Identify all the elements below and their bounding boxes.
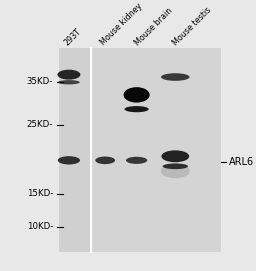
Ellipse shape — [161, 73, 189, 81]
Text: 293T: 293T — [62, 27, 83, 47]
Ellipse shape — [163, 163, 188, 169]
Ellipse shape — [124, 87, 150, 103]
Text: 10KD-: 10KD- — [27, 222, 53, 231]
Text: 35KD-: 35KD- — [27, 77, 53, 86]
Text: Mouse kidney: Mouse kidney — [99, 2, 144, 47]
Text: ARL6: ARL6 — [229, 157, 254, 166]
Ellipse shape — [58, 80, 80, 84]
Ellipse shape — [57, 70, 80, 80]
Ellipse shape — [161, 150, 189, 162]
Text: Mouse testis: Mouse testis — [171, 5, 213, 47]
Text: 25KD-: 25KD- — [27, 120, 53, 129]
Text: 15KD-: 15KD- — [27, 189, 53, 198]
Text: Mouse brain: Mouse brain — [133, 6, 174, 47]
Ellipse shape — [124, 106, 149, 112]
Bar — [59, 49, 91, 252]
Ellipse shape — [95, 157, 115, 164]
Ellipse shape — [126, 157, 147, 164]
Ellipse shape — [161, 164, 190, 178]
Bar — [91, 49, 221, 252]
Ellipse shape — [58, 156, 80, 164]
